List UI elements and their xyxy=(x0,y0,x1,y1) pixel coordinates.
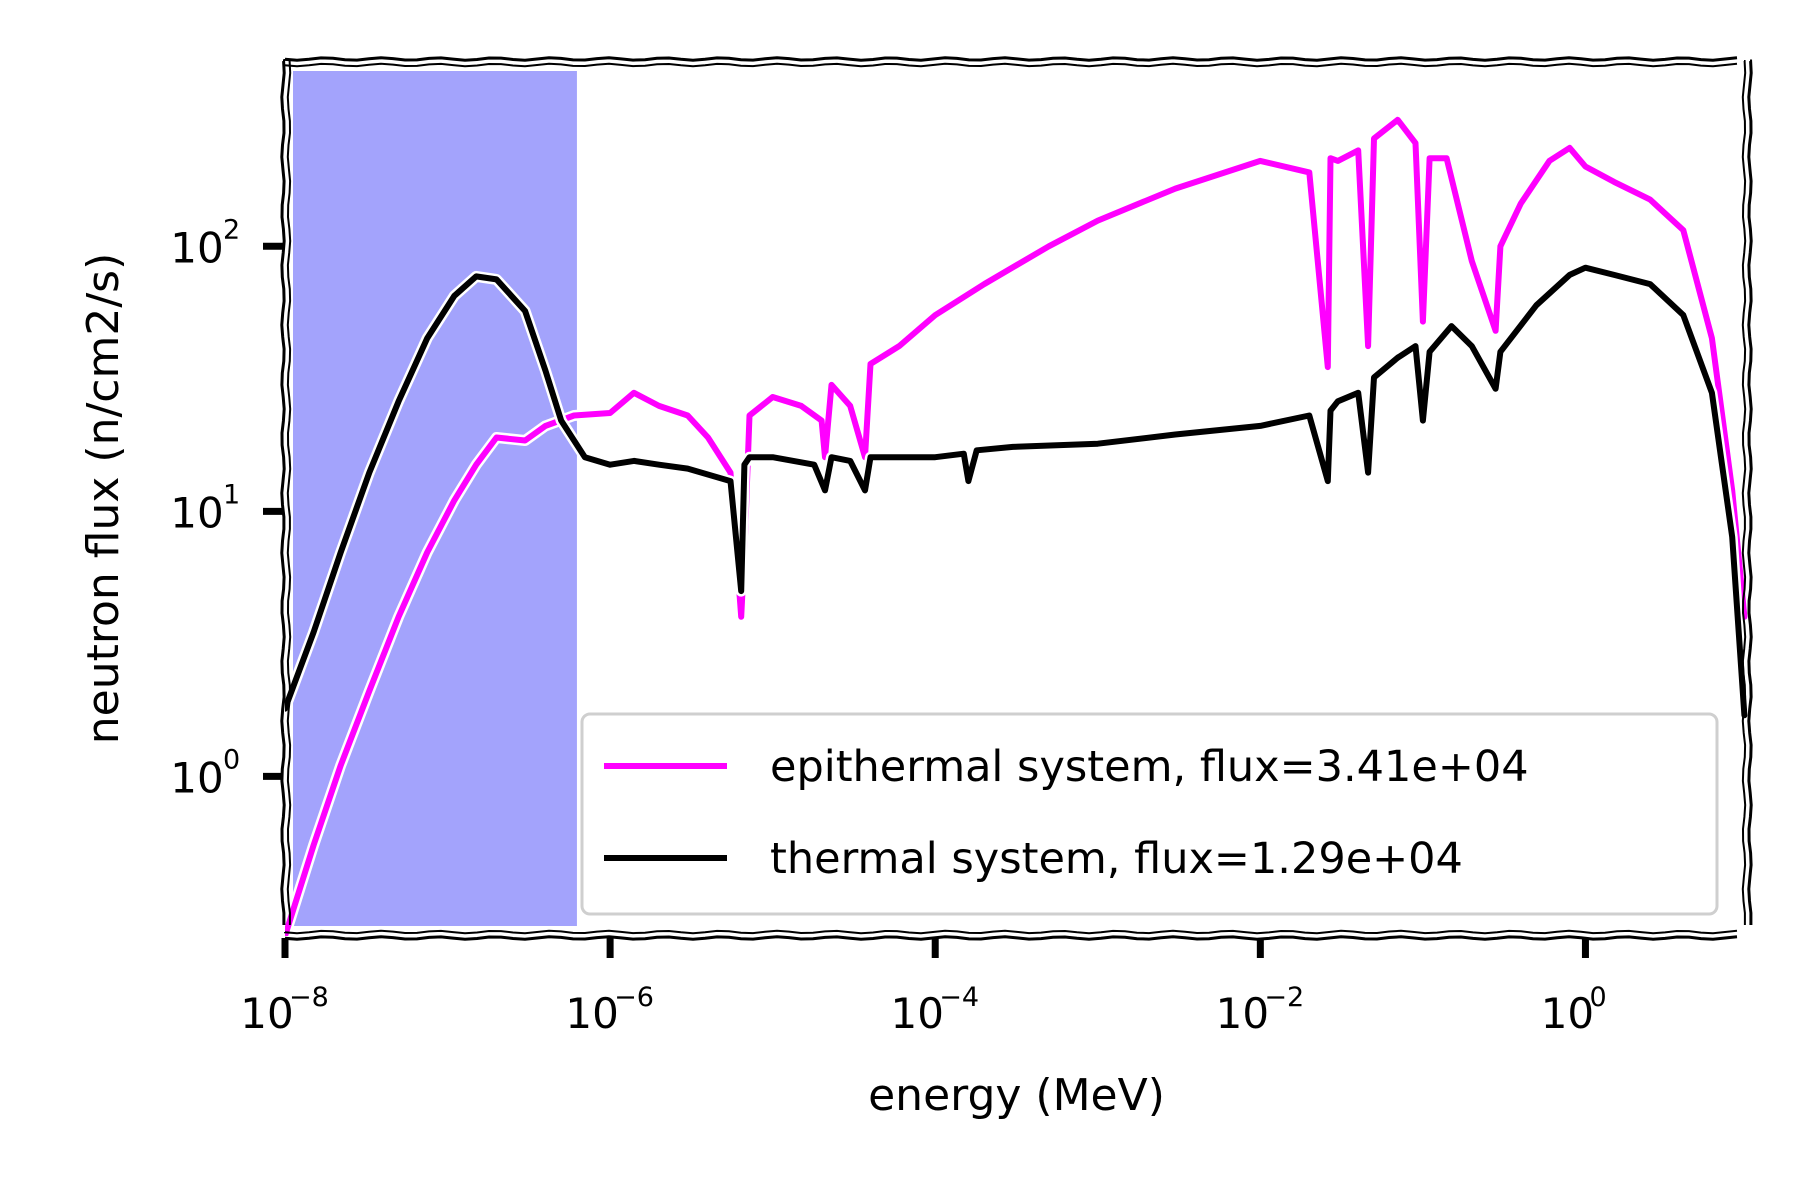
y-tick-label: 10 xyxy=(170,488,223,537)
x-tick-label: 10 xyxy=(1216,989,1269,1038)
frame-top-inner xyxy=(284,62,1738,68)
y-tick-exponent: 0 xyxy=(223,744,240,775)
y-tick-label: 10 xyxy=(170,223,223,272)
legend-label-thermal: thermal system, flux=1.29e+04 xyxy=(770,834,1463,884)
frame-right xyxy=(1747,59,1753,925)
y-tick-label: 10 xyxy=(170,753,223,802)
frame-top xyxy=(283,56,1738,62)
x-tick-label: 10 xyxy=(890,989,943,1038)
y-tick-exponent: 2 xyxy=(223,214,240,245)
frame-left-inner xyxy=(286,60,292,925)
legend-box xyxy=(580,712,1719,916)
x-tick-label: 10 xyxy=(1541,989,1594,1038)
x-tick-exponent: −8 xyxy=(289,982,329,1013)
legend: epithermal system, flux=3.41e+04 thermal … xyxy=(580,712,1719,916)
frame-bottom-inner xyxy=(284,929,1738,935)
x-tick-exponent: 0 xyxy=(1589,982,1606,1013)
x-tick-label: 10 xyxy=(240,989,293,1038)
plot-area xyxy=(285,71,1748,936)
x-tick-label: 10 xyxy=(565,989,618,1038)
y-tick-exponent: 1 xyxy=(223,479,240,510)
frame-bottom xyxy=(283,935,1738,941)
series-line-epithermal xyxy=(285,116,1748,936)
thermal-shaded-region xyxy=(293,71,577,926)
x-axis-label: energy (MeV) xyxy=(868,1070,1165,1121)
y-axis-label: neutron flux (n/cm2/s) xyxy=(78,253,129,744)
legend-label-epithermal: epithermal system, flux=3.41e+04 xyxy=(770,742,1529,792)
x-tick-exponent: −6 xyxy=(614,982,654,1013)
x-tick-exponent: −4 xyxy=(939,982,979,1013)
frame-right-inner xyxy=(1741,60,1747,925)
series-line-thermal xyxy=(285,264,1748,719)
x-tick-exponent: −2 xyxy=(1264,982,1304,1013)
